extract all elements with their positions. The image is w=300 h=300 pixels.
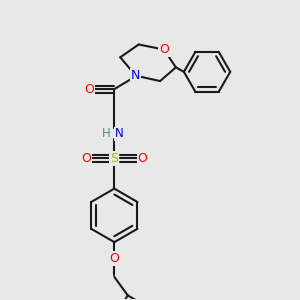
Text: O: O bbox=[84, 82, 94, 96]
Text: N: N bbox=[114, 127, 123, 140]
Text: O: O bbox=[81, 152, 91, 165]
Text: O: O bbox=[138, 152, 148, 165]
Text: O: O bbox=[110, 252, 119, 265]
Text: N: N bbox=[131, 69, 140, 82]
Text: S: S bbox=[110, 152, 118, 165]
Text: H: H bbox=[102, 127, 110, 140]
Text: O: O bbox=[159, 43, 169, 56]
